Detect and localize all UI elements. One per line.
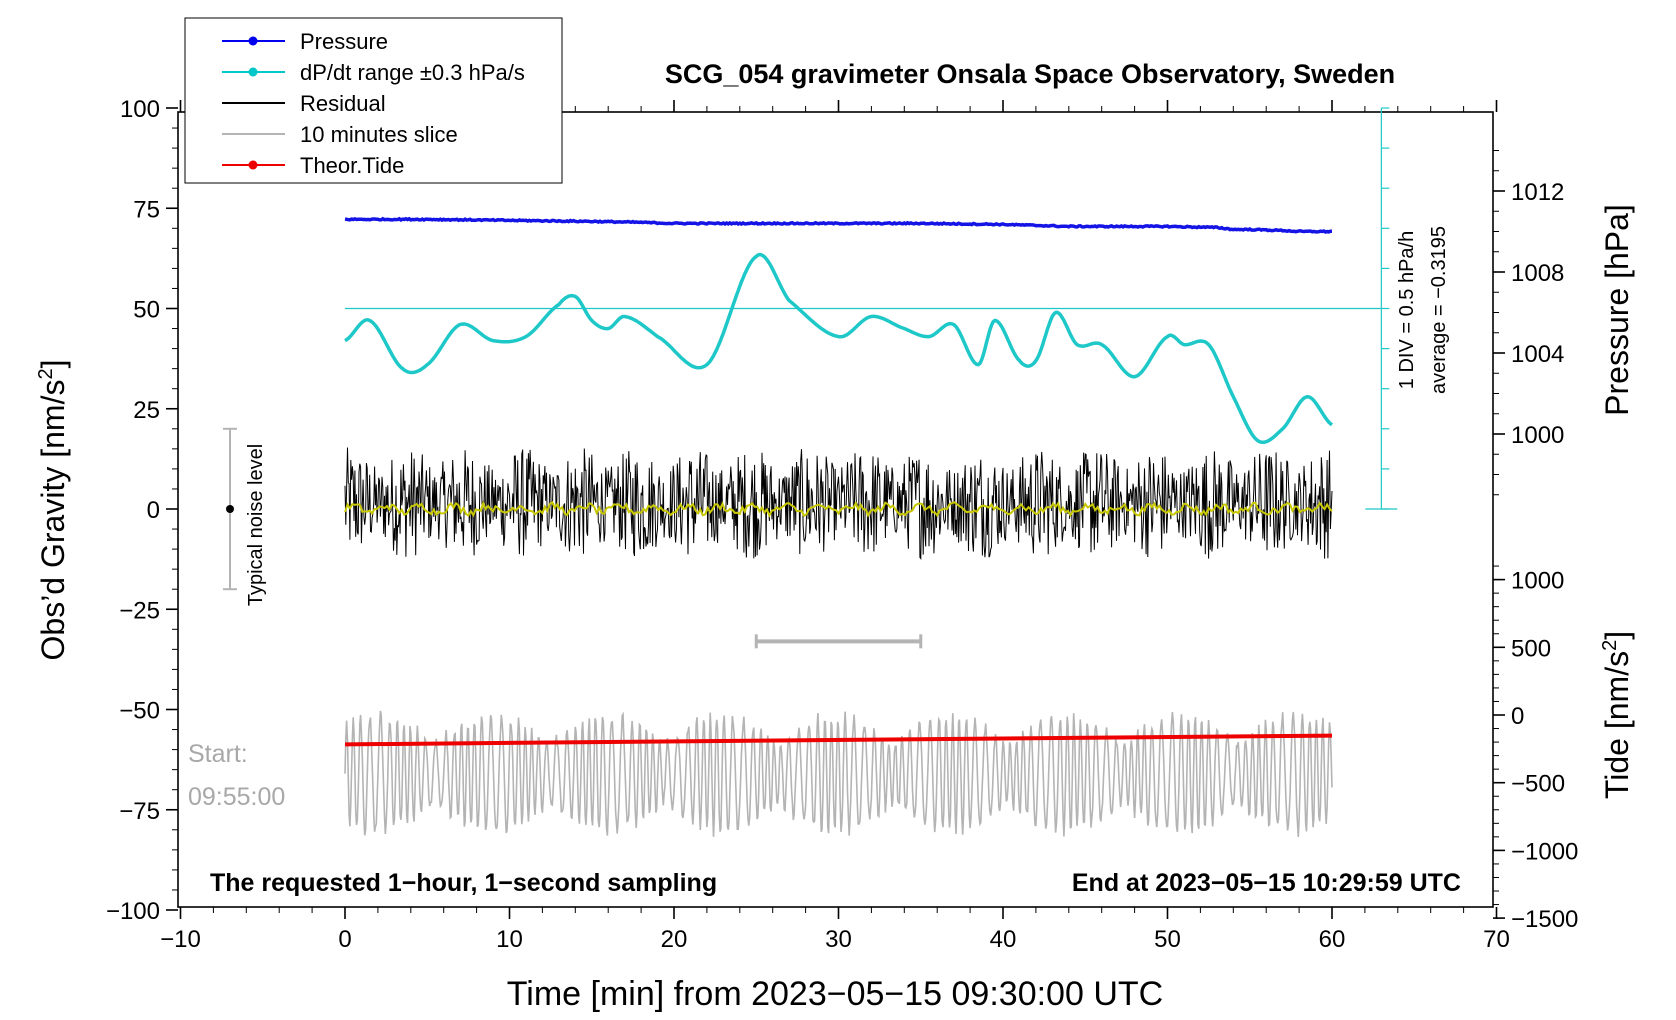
- annotations: [223, 107, 1398, 649]
- left-tick-label: 75: [133, 196, 160, 223]
- start-label: Start:: [188, 740, 248, 768]
- left-tick-label: −100: [106, 898, 160, 925]
- tide-line: [344, 733, 1333, 747]
- left-tick-label: 100: [120, 96, 160, 123]
- tide-tick-label: −500: [1511, 771, 1565, 798]
- legend-label: dP/dt range ±0.3 hPa/s: [300, 60, 525, 85]
- tide-axis-label-sup: 2: [1599, 640, 1621, 651]
- x-tick-label: 70: [1483, 926, 1510, 953]
- x-tick-label: 20: [661, 926, 688, 953]
- x-axis-label: Time [min] from 2023−05−15 09:30:00 UTC: [507, 975, 1163, 1013]
- bottom-right-note: End at 2023−05−15 10:29:59 UTC: [1072, 869, 1461, 897]
- x-tick-label: 10: [496, 926, 523, 953]
- left-axis-label: Obs’d Gravity [nm/s2]: [35, 360, 71, 661]
- pressure-axis-label: Pressure [hPa]: [1599, 204, 1635, 416]
- pressure-axis-ticks: 1000 1004 1008 1012: [1493, 179, 1564, 449]
- left-tick-label: 0: [147, 497, 160, 524]
- tide-tick-label: 500: [1511, 635, 1551, 662]
- tide-tick-label: −1500: [1511, 906, 1578, 933]
- x-tick-label: 0: [338, 926, 351, 953]
- tide-axis-label-main: Tide [nm/s: [1599, 651, 1635, 799]
- left-axis-ticks: −100 −75 −50 −25 0 25 50 75 100: [106, 96, 178, 925]
- tide-tick-label: 1000: [1511, 568, 1564, 595]
- left-tick-label: 25: [133, 397, 160, 424]
- legend-marker: [248, 67, 258, 77]
- left-tick-label: −50: [119, 698, 160, 725]
- legend-marker: [248, 36, 258, 46]
- legend-label: 10 minutes slice: [300, 122, 458, 147]
- x-axis-ticks: −10 0 10 20 30 40 50 60 70: [160, 100, 1510, 953]
- legend: Pressure dP/dt range ±0.3 hPa/s Residual 10…: [184, 17, 563, 184]
- data-series: [344, 216, 1382, 838]
- average-text: average = −0.3195: [1428, 226, 1450, 394]
- noise-center-dot: [226, 505, 234, 513]
- x-tick-label: 50: [1154, 926, 1181, 953]
- tide-axis-label-end: ]: [1599, 631, 1635, 640]
- left-axis-label-sup: 2: [35, 368, 57, 379]
- pressure-tick-label: 1000: [1511, 422, 1564, 449]
- pressure-tick-label: 1004: [1511, 341, 1564, 368]
- left-tick-label: −25: [119, 597, 160, 624]
- tide-axis-label: Tide [nm/s2]: [1599, 631, 1635, 799]
- left-axis-label-end: ]: [35, 360, 71, 369]
- left-tick-label: 50: [133, 297, 160, 324]
- scale-division-text: 1 DIV = 0.5 hPa/h: [1396, 231, 1418, 389]
- dpdt-curve: [344, 252, 1334, 445]
- x-tick-label: 40: [990, 926, 1017, 953]
- left-tick-label: −75: [119, 798, 160, 825]
- residual-smoothed-line: [344, 500, 1333, 518]
- pressure-tick-label: 1012: [1511, 179, 1564, 206]
- legend-box: [184, 17, 563, 184]
- tide-tick-label: −1000: [1511, 838, 1578, 865]
- noise-level-label: Typical noise level: [245, 444, 267, 606]
- chart-title: SCG_054 gravimeter Onsala Space Observat…: [665, 59, 1395, 89]
- legend-label: Residual: [300, 91, 386, 116]
- pressure-line: [344, 216, 1332, 234]
- x-tick-label: 60: [1319, 926, 1346, 953]
- legend-label: Theor.Tide: [300, 153, 404, 178]
- bottom-left-note: The requested 1−hour, 1−second sampling: [210, 869, 717, 897]
- tide-tick-label: 0: [1511, 703, 1524, 730]
- left-axis-label-main: Obs’d Gravity [nm/s: [35, 380, 71, 661]
- x-tick-label: −10: [160, 926, 201, 953]
- minor-ticks: [172, 106, 1499, 913]
- slice-line: [344, 710, 1333, 838]
- tide-axis-ticks: −1500 −1000 −500 0 500 1000: [1493, 568, 1578, 933]
- x-tick-label: 30: [825, 926, 852, 953]
- legend-marker: [248, 160, 258, 170]
- legend-label: Pressure: [300, 29, 388, 54]
- start-time-label: 09:55:00: [188, 783, 285, 811]
- residual-line: [344, 447, 1333, 560]
- pressure-tick-label: 1008: [1511, 260, 1564, 287]
